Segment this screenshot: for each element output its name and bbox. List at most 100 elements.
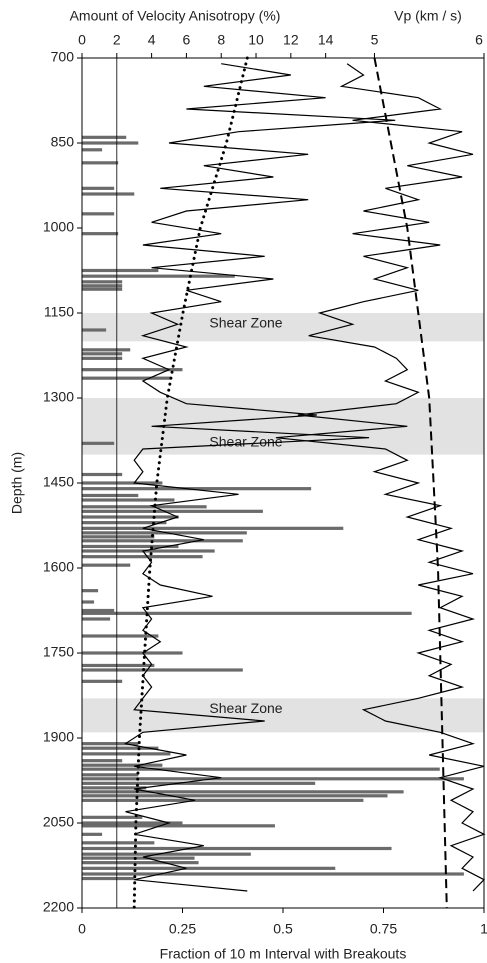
breakout-bar — [82, 876, 135, 881]
breakout-bar — [82, 348, 131, 352]
breakout-bar — [82, 861, 199, 865]
breakout-bar — [82, 515, 179, 519]
breakout-bar — [82, 866, 336, 870]
breakout-bar — [82, 268, 159, 273]
y-tick-label: 1900 — [43, 729, 74, 745]
y-tick-label: 1300 — [43, 389, 74, 405]
breakout-bar — [82, 509, 263, 513]
breakout-bar — [82, 600, 95, 604]
background-layer — [82, 313, 484, 733]
breakout-bar — [82, 526, 344, 530]
breakout-bar — [82, 472, 123, 477]
breakout-bar — [82, 608, 115, 613]
x-tick-label: 0 — [78, 921, 86, 937]
breakout-bar — [82, 798, 364, 802]
anisotropy-trend — [132, 56, 249, 910]
x-tick-label: 0.5 — [273, 921, 293, 937]
shear-zone-label: Shear Zone — [209, 315, 282, 331]
anisotropy-curve — [123, 63, 396, 892]
breakout-bar — [82, 846, 392, 851]
breakout-bar — [82, 781, 316, 785]
breakout-bar — [82, 521, 167, 525]
breakout-bar — [82, 746, 159, 750]
breakout-bar — [82, 759, 123, 763]
breakout-bar — [82, 767, 440, 771]
x-tick-label: 0.25 — [169, 921, 196, 937]
vp-trend — [373, 57, 448, 909]
breakout-bar — [82, 549, 215, 553]
breakout-bar — [82, 563, 131, 567]
breakout-bar — [82, 763, 163, 767]
breakout-bar — [82, 135, 127, 139]
x-tick-label: 0.75 — [370, 921, 397, 937]
shear-zone-label: Shear Zone — [209, 433, 282, 449]
breakout-bar — [82, 555, 203, 559]
breakout-bar — [82, 852, 251, 856]
x2-tick-label: 2 — [113, 32, 121, 48]
breakout-bar — [82, 274, 235, 278]
breakout-bar — [82, 505, 207, 509]
breakout-bar — [82, 186, 115, 190]
breakout-bar — [82, 821, 183, 825]
breakout-bar — [82, 376, 171, 380]
breakout-bar — [82, 663, 155, 668]
vp-curve — [275, 63, 486, 892]
breakout-bar — [82, 651, 183, 655]
breakout-bar — [82, 794, 388, 798]
shear-zone — [82, 698, 484, 733]
breakout-bar — [82, 441, 115, 445]
y-tick-label: 1750 — [43, 644, 74, 660]
x2-tick-label: 8 — [217, 32, 225, 48]
breakout-bar — [82, 539, 243, 543]
breakout-bar — [82, 824, 275, 828]
y-tick-label: 1150 — [44, 304, 74, 320]
x2-tick-label: 0 — [78, 32, 86, 48]
top-axis-label: Vp (km / s) — [394, 8, 462, 24]
x3-tick-label: 6 — [475, 32, 483, 48]
x2-tick-label: 4 — [148, 32, 156, 48]
x2-tick-label: 10 — [248, 32, 264, 48]
breakout-bar — [82, 352, 123, 356]
breakout-bar — [82, 356, 123, 360]
breakout-bar — [82, 141, 139, 145]
breakout-bar — [82, 611, 412, 615]
breakout-bar — [82, 872, 464, 876]
y-tick-label: 2050 — [43, 814, 74, 830]
breakout-bar — [82, 668, 243, 672]
breakout-bar — [82, 742, 139, 746]
breakout-bar — [82, 284, 123, 288]
breakout-bar — [82, 498, 175, 502]
breakout-bar — [82, 212, 115, 216]
breakout-bar — [82, 679, 123, 683]
breakout-bar — [82, 192, 135, 196]
shear-zone-label: Shear Zone — [209, 700, 282, 716]
shear-zone — [82, 313, 484, 342]
breakout-bar — [82, 832, 103, 836]
breakout-bar — [82, 493, 139, 498]
y-tick-label: 1600 — [43, 559, 74, 575]
x2-tick-label: 6 — [183, 32, 191, 48]
y-tick-label: 2200 — [43, 899, 74, 915]
breakout-bar — [82, 815, 143, 819]
breakout-bar — [82, 777, 464, 781]
x3-tick-label: 5 — [371, 32, 379, 48]
breakout-bar — [82, 328, 107, 332]
breakout-bar — [82, 535, 155, 539]
breakout-bar — [82, 487, 312, 491]
y-axis-label: Depth (m) — [9, 452, 25, 514]
breakout-bar — [82, 617, 111, 621]
breakout-bar — [82, 287, 123, 291]
x-axis-label: Fraction of 10 m Interval with Breakouts — [160, 946, 407, 962]
breakout-bar — [82, 589, 99, 593]
x2-tick-label: 14 — [318, 32, 334, 48]
y-tick-label: 1000 — [43, 219, 74, 235]
breakout-bar — [82, 481, 163, 485]
breakout-bar — [82, 280, 123, 284]
y-tick-label: 700 — [51, 49, 75, 65]
x-tick-label: 1 — [480, 921, 487, 937]
y-tick-label: 1450 — [43, 474, 74, 490]
breakout-bar — [82, 634, 159, 638]
breakout-bar — [82, 773, 139, 777]
breakout-bar — [82, 368, 183, 372]
